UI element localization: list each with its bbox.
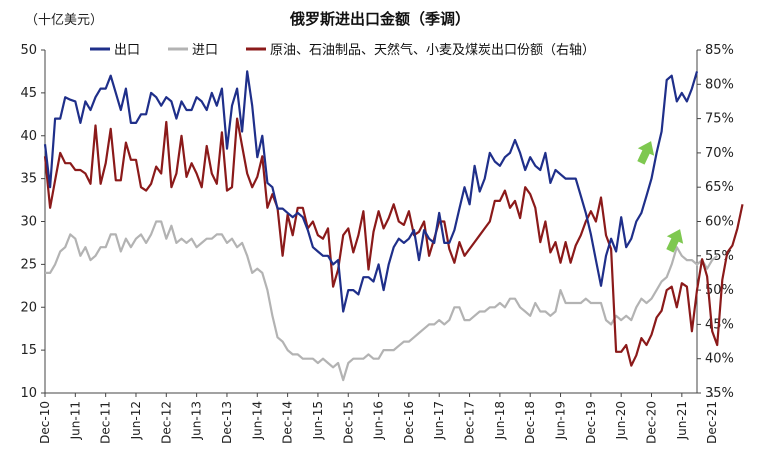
x-tick-label: Jun-13 (190, 401, 204, 440)
x-tick-label: Jun-15 (311, 401, 325, 440)
left-tick-label: 30 (20, 215, 37, 230)
x-tick-label: Dec-11 (99, 401, 113, 444)
right-tick-label: 35% (705, 386, 734, 401)
x-tick-label: Dec-19 (584, 401, 598, 444)
x-tick-label: Dec-16 (402, 401, 416, 444)
x-tick-label: Jun-14 (250, 401, 264, 440)
annotation-arrows (637, 141, 684, 253)
legend-label-share: 原油、石油制品、天然气、小麦及煤炭出口份额（右轴） (270, 42, 595, 58)
x-tick-label: Jun-21 (675, 401, 689, 440)
left-tick-label: 40 (20, 129, 37, 144)
right-tick-label: 75% (705, 112, 734, 127)
legend: 出口 进口 原油、石油制品、天然气、小麦及煤炭出口份额（右轴） (90, 42, 595, 58)
x-tick-label: Dec-15 (341, 401, 355, 444)
right-tick-label: 50% (705, 283, 734, 298)
x-tick-label: Jun-18 (493, 401, 507, 440)
left-tick-label: 35 (20, 172, 37, 187)
left-axis-unit: （十亿美元） (25, 13, 103, 28)
x-tick-label: Jun-19 (554, 401, 568, 440)
left-tick-label: 45 (20, 86, 37, 101)
series-line-import (45, 220, 718, 382)
chart-title: 俄罗斯进出口金额（季调） (289, 10, 470, 28)
x-tick-label: Dec-13 (220, 401, 234, 444)
x-tick-label: Dec-21 (705, 401, 719, 444)
series-lines (43, 70, 744, 382)
x-axis-ticks: Dec-10 Jun-11 Dec-11 Jun-12 Dec-12 Jun-13 Dec-… (38, 393, 719, 444)
right-tick-label: 70% (705, 146, 734, 161)
left-tick-label: 20 (20, 300, 37, 315)
x-tick-label: Dec-20 (645, 401, 659, 444)
x-tick-label: Dec-12 (159, 401, 173, 444)
x-tick-label: Jun-12 (129, 401, 143, 440)
x-tick-label: Jun-11 (68, 401, 82, 440)
right-tick-label: 65% (705, 180, 734, 195)
left-tick-label: 10 (20, 386, 37, 401)
x-tick-label: Dec-17 (463, 401, 477, 444)
left-tick-label: 25 (20, 257, 37, 272)
legend-label-import: 进口 (192, 43, 218, 58)
green-up-arrow-export (637, 141, 655, 165)
x-tick-label: Jun-17 (432, 401, 446, 440)
series-line-export (43, 70, 699, 313)
x-tick-label: Jun-20 (614, 401, 628, 440)
x-tick-label: Jun-16 (372, 401, 386, 440)
x-tick-label: Dec-18 (523, 401, 537, 444)
green-up-arrow-share (666, 229, 684, 253)
left-tick-label: 50 (20, 43, 37, 58)
right-tick-label: 60% (705, 215, 734, 230)
left-tick-label: 15 (20, 343, 37, 358)
right-tick-label: 85% (705, 43, 734, 58)
series-line-share (43, 117, 744, 367)
right-tick-label: 80% (705, 77, 734, 92)
right-tick-label: 40% (705, 352, 734, 367)
x-tick-label: Dec-14 (281, 401, 295, 444)
left-axis-ticks: 10 15 20 25 30 35 40 45 50 (20, 43, 45, 401)
legend-label-export: 出口 (114, 43, 140, 58)
x-tick-label: Dec-10 (38, 401, 52, 444)
